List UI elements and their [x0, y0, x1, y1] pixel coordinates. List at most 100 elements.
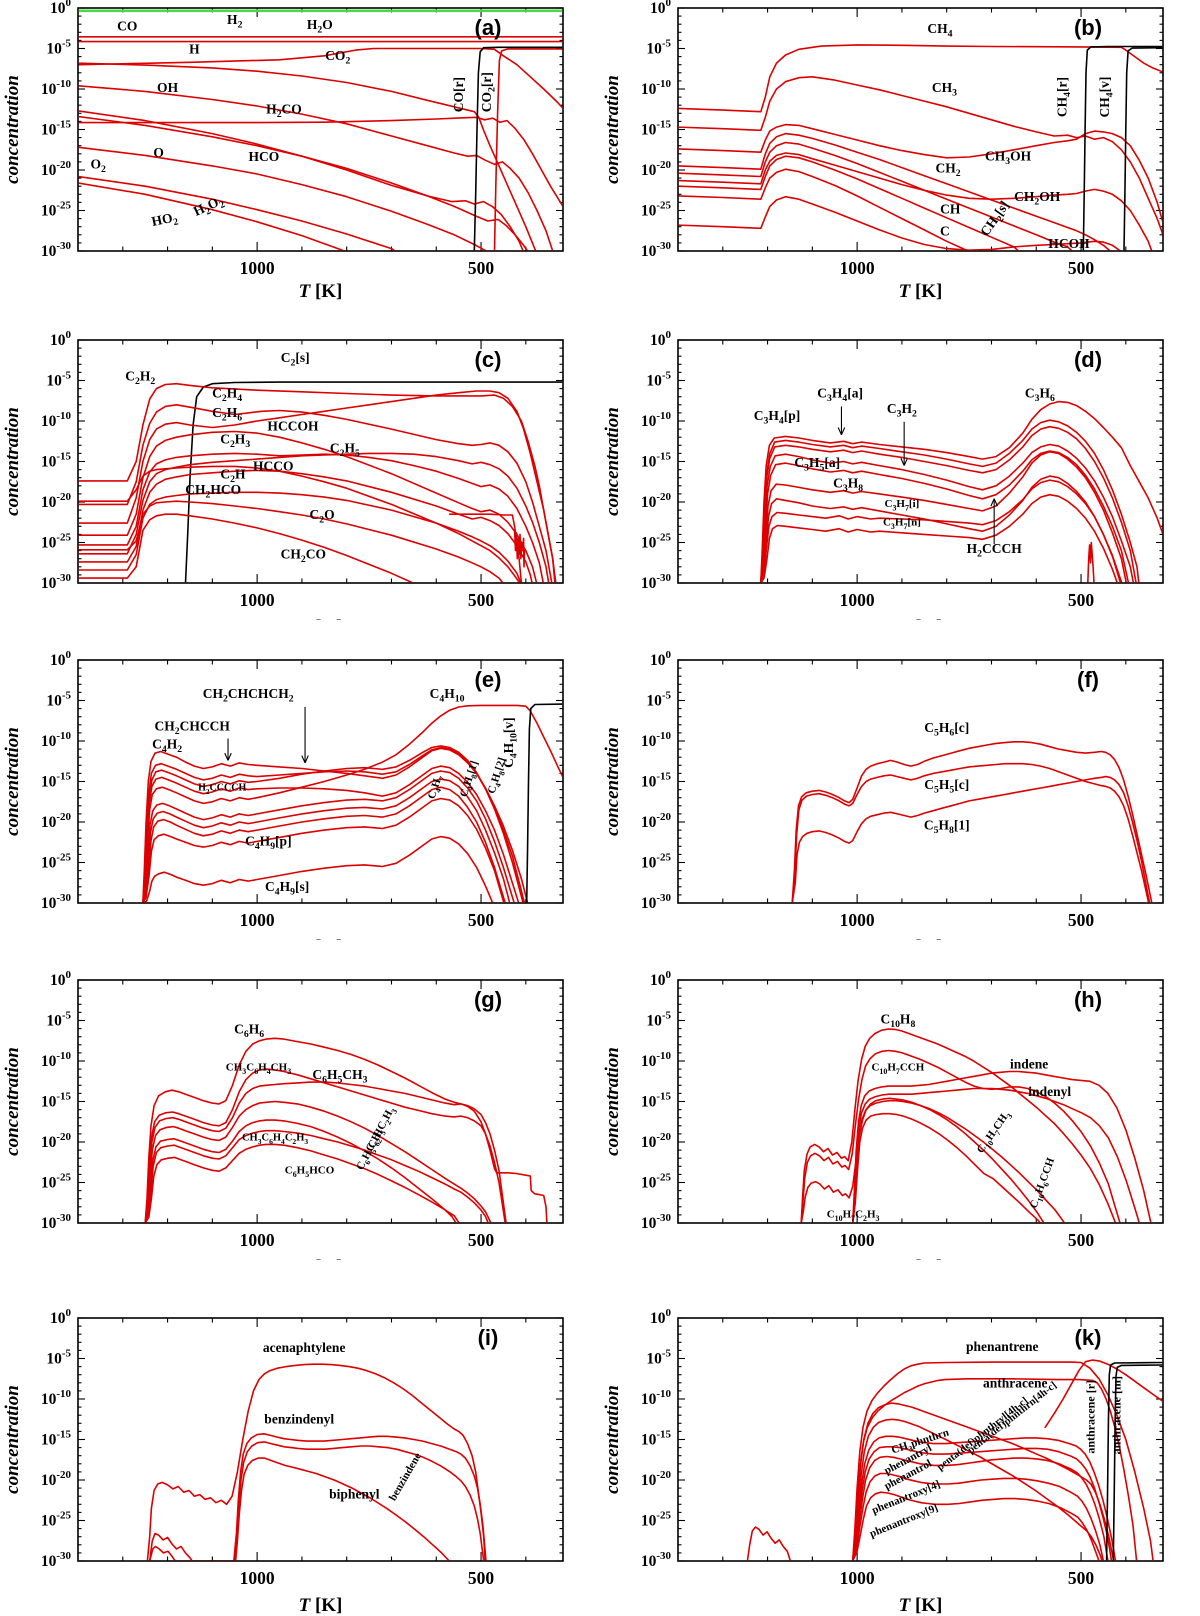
label-C3H7[n]: C3​H7​[n] [883, 516, 921, 531]
label-CH3C6H4CH3: CH3​C6​H4​CH3​ [226, 1062, 291, 1077]
curve-C4H10[v] [525, 703, 563, 903]
panel-a-chart: 100 10-5 10-10 10-15 10-20 10-25 10-30 1000 500 c… [2, 0, 564, 300]
x-tick-label: 500 [468, 1568, 495, 1588]
label-CO2: CO2​ [325, 48, 350, 66]
y-tick-label: 10-20 [41, 159, 72, 179]
panel-tag-e: (e) [475, 667, 502, 692]
x-tick-label: 1000 [840, 1568, 875, 1588]
x-tick-label: 1000 [240, 590, 275, 610]
y-tick-label: 10-15 [641, 1429, 672, 1449]
label-CH2CO: CH2​CO [281, 547, 326, 566]
curve-C6H6 [144, 1037, 548, 1223]
x-tick-label: 500 [468, 258, 495, 278]
y-tick-label: 10-25 [41, 200, 72, 220]
axis-ticks [678, 979, 1163, 1224]
curve-HO2 [78, 182, 345, 251]
curve-acenaphtylene [146, 1363, 486, 1561]
label-HO2: HO2​ [150, 209, 179, 233]
y-tick-label: 100 [650, 649, 672, 669]
x-axis-label: T [K] [299, 937, 343, 940]
y-tick-label: 10-25 [41, 1172, 72, 1192]
curve-C3H7[n] [760, 493, 1118, 583]
curve-C4H8[1] [142, 778, 511, 903]
y-tick-label: 10-30 [641, 572, 672, 592]
label-indenyl: indenyl [1028, 1084, 1071, 1099]
label-C10H8: C10​H8​ [880, 1012, 915, 1031]
y-tick-label: 10-15 [641, 119, 672, 139]
curve-CH2CHCHCH2 [142, 745, 524, 903]
y-axis-label: concentration [2, 1047, 23, 1156]
y-tick-label: 10-10 [641, 730, 672, 750]
label-CH2CHCHCH2: CH2​CHCHCH2​ [203, 686, 294, 705]
curve-HCOH [678, 195, 1121, 251]
y-tick-label: 10-25 [641, 532, 672, 552]
curves [78, 381, 563, 583]
axis-ticks [678, 339, 1163, 584]
curve-CH4[v] [1123, 46, 1163, 251]
curve-CH3C6H4CH3 [144, 1068, 506, 1223]
curve-C3H5[a] [760, 450, 1130, 583]
curve-penta(def)phnthryl[4h-c] [851, 1418, 1103, 1561]
curves [800, 1028, 1152, 1223]
x-tick-label: 1000 [240, 258, 275, 278]
y-tick-label: 10-10 [641, 78, 672, 98]
curve-phenantroxy[4] [852, 1472, 1105, 1561]
y-tick-label: 100 [50, 1307, 72, 1327]
label-CH3: CH3​ [932, 80, 957, 99]
axis-ticks [78, 1317, 563, 1562]
label-CH4[r]: CH4​[r] [1055, 77, 1074, 117]
curve-C [678, 168, 969, 251]
curve-C3H4[a] [760, 419, 1140, 583]
y-tick-label: 10-25 [641, 1510, 672, 1530]
label-phenantroxy[4]: phenantroxy[4] [870, 1478, 942, 1516]
y-tick-label: 10-25 [41, 852, 72, 872]
curve-C2H2 [78, 382, 557, 583]
y-tick-label: 10-5 [46, 1348, 71, 1368]
label-CH2HCO: CH2​HCO [185, 482, 241, 501]
x-tick-label: 500 [1068, 1230, 1095, 1250]
y-tick-label: 10-20 [641, 491, 672, 511]
y-tick-label: 10-5 [646, 1010, 671, 1030]
y-tick-label: 10-25 [641, 852, 672, 872]
label-benzindene: benzindene [387, 1451, 424, 1503]
label-CH: CH [940, 202, 961, 217]
axis-ticks [678, 659, 1163, 904]
y-tick-label: 10-30 [641, 240, 672, 260]
curve-C6H5C2H [144, 1119, 457, 1223]
curve-CH [678, 155, 1019, 251]
curve-CH3OH [678, 123, 1163, 223]
x-tick-label: 1000 [240, 1230, 275, 1250]
panel-i: 100 10-5 10-10 10-15 10-20 10-25 10-30 1000 500 c… [0, 1260, 600, 1616]
curves [760, 400, 1163, 583]
curve-O [78, 115, 529, 251]
y-axis-label: concentration [602, 727, 623, 836]
y-tick-label: 10-25 [641, 200, 672, 220]
y-axis-label: concentration [2, 1385, 23, 1494]
panel-e: 100 10-5 10-10 10-15 10-20 10-25 10-30 1000 500 c… [0, 620, 600, 940]
label-H2CCCCH: H2​CCCCH [198, 782, 246, 796]
panel-tag-d: (d) [1074, 347, 1102, 372]
curves [678, 44, 1163, 251]
y-tick-label: 10-5 [46, 1010, 71, 1030]
curve-C5H5[c] [791, 762, 1150, 903]
label-CH4[v]: CH4​[v] [1097, 77, 1116, 118]
annotation-arrow [900, 421, 908, 466]
y-tick-label: 10-10 [641, 1050, 672, 1070]
curve-HCCOH [78, 430, 538, 583]
curve-HCCO [78, 469, 533, 583]
x-tick-label: 500 [1068, 590, 1095, 610]
curve-penta(def)phnthrn[4h-c] [851, 1402, 1115, 1561]
panel-a: 100 10-5 10-10 10-15 10-20 10-25 10-30 1000 500 c… [0, 0, 600, 300]
label-HCOH: HCOH [1048, 236, 1090, 251]
label-HCO: HCO [248, 149, 279, 164]
panel-tag-i: (i) [478, 1325, 499, 1350]
y-tick-label: 100 [50, 0, 72, 17]
label-C3H7[i]: C3​H7​[i] [885, 498, 920, 513]
label-C4H7: C4​H7​ [426, 774, 447, 802]
x-axis-label: T [K] [299, 1257, 343, 1260]
label-penta(def)phnthrn[4h-c]: penta(def)phnthrn[4h-c] [966, 1380, 1059, 1456]
curve-CH4 [678, 44, 1163, 113]
label-C10H7CCH: C10​H7​CCH [871, 1062, 924, 1077]
y-tick-label: 10-30 [41, 1212, 72, 1232]
label-C4H10[v]: C4​H10​[v] [501, 717, 520, 768]
